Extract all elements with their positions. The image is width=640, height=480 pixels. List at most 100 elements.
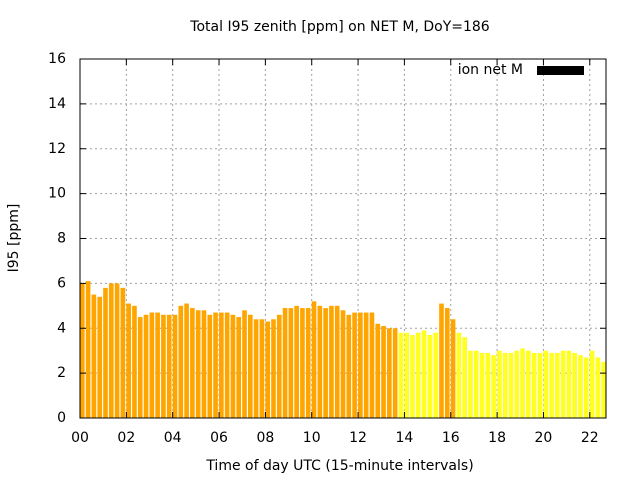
bar <box>392 328 398 418</box>
bar <box>473 350 479 418</box>
x-tick-label: 06 <box>210 430 228 446</box>
bar <box>317 305 323 418</box>
bar <box>120 287 126 418</box>
bar <box>363 312 369 418</box>
bar <box>514 350 520 418</box>
bar <box>340 310 346 418</box>
bar <box>508 352 514 418</box>
bar <box>601 361 606 418</box>
y-tick-label: 12 <box>48 141 66 157</box>
bar <box>190 308 195 418</box>
bar <box>305 308 311 418</box>
bar <box>450 319 456 418</box>
bar <box>595 357 601 418</box>
bar <box>352 312 357 418</box>
bar <box>155 312 160 418</box>
bar <box>91 294 97 418</box>
bar <box>387 328 392 418</box>
bar <box>502 352 508 418</box>
bar <box>456 332 462 418</box>
bar <box>126 303 131 418</box>
bar <box>108 283 114 418</box>
bar <box>166 314 172 418</box>
bar <box>137 317 143 418</box>
bar <box>427 334 433 418</box>
bar <box>404 332 410 418</box>
bar <box>230 314 236 418</box>
bar <box>195 310 201 418</box>
bar <box>207 314 213 418</box>
bar <box>578 355 583 418</box>
bar <box>346 314 352 418</box>
bar <box>224 312 230 418</box>
bar <box>184 303 189 418</box>
x-tick-label: 02 <box>117 430 135 446</box>
bar <box>485 352 491 418</box>
bar <box>531 352 537 418</box>
legend-swatch <box>537 66 584 75</box>
y-tick-label: 8 <box>57 231 66 247</box>
y-axis-label: I95 [ppm] <box>6 204 22 273</box>
bar <box>583 357 589 418</box>
bar <box>468 350 473 418</box>
bar <box>555 352 560 418</box>
bar <box>236 317 242 418</box>
bar <box>259 319 265 418</box>
y-tick-label: 14 <box>48 96 66 112</box>
bar <box>589 350 595 418</box>
legend-label: ion net M <box>458 62 523 78</box>
plot-border <box>79 58 607 419</box>
chart-title: Total I95 zenith [ppm] on NET M, DoY=186 <box>189 19 489 35</box>
bar <box>462 337 467 418</box>
bar <box>294 305 299 418</box>
bar <box>178 305 184 418</box>
bar <box>421 330 427 418</box>
bar <box>497 350 502 418</box>
y-tick-label: 0 <box>57 410 66 426</box>
bar <box>97 296 103 418</box>
bar <box>247 314 253 418</box>
x-tick-label: 18 <box>488 430 506 446</box>
bar <box>526 350 531 418</box>
bar <box>520 348 525 418</box>
bar <box>149 312 155 418</box>
y-tick-label: 10 <box>48 186 66 202</box>
x-tick-label: 10 <box>303 430 321 446</box>
bar <box>549 352 554 418</box>
bar <box>381 326 386 418</box>
bar <box>566 350 572 418</box>
bar <box>219 312 224 418</box>
bar <box>537 352 543 418</box>
bar <box>265 321 271 418</box>
bars <box>80 281 606 418</box>
bar <box>80 283 85 418</box>
bar <box>282 308 288 418</box>
bar <box>242 310 247 418</box>
y-tick-label: 16 <box>48 51 66 67</box>
bar <box>103 287 108 418</box>
bar <box>543 350 549 418</box>
bar <box>491 355 496 418</box>
bar <box>132 305 137 418</box>
x-tick-label: 00 <box>71 430 89 446</box>
bar <box>433 332 439 418</box>
bar <box>276 314 282 418</box>
x-axis-label: Time of day UTC (15-minute intervals) <box>205 458 473 474</box>
bar <box>323 308 328 418</box>
bar <box>358 312 363 418</box>
x-tick-label: 16 <box>442 430 460 446</box>
bar <box>444 308 450 418</box>
bar <box>560 350 566 418</box>
bar <box>479 352 485 418</box>
bar <box>201 310 207 418</box>
x-tick-label: 08 <box>256 430 274 446</box>
bar <box>334 305 340 418</box>
bar <box>311 301 317 418</box>
bar <box>271 319 276 418</box>
x-tick-label: 22 <box>581 430 599 446</box>
bar <box>439 303 444 418</box>
bar <box>161 314 166 418</box>
x-tick-label: 12 <box>349 430 367 446</box>
y-tick-label: 2 <box>57 365 66 381</box>
